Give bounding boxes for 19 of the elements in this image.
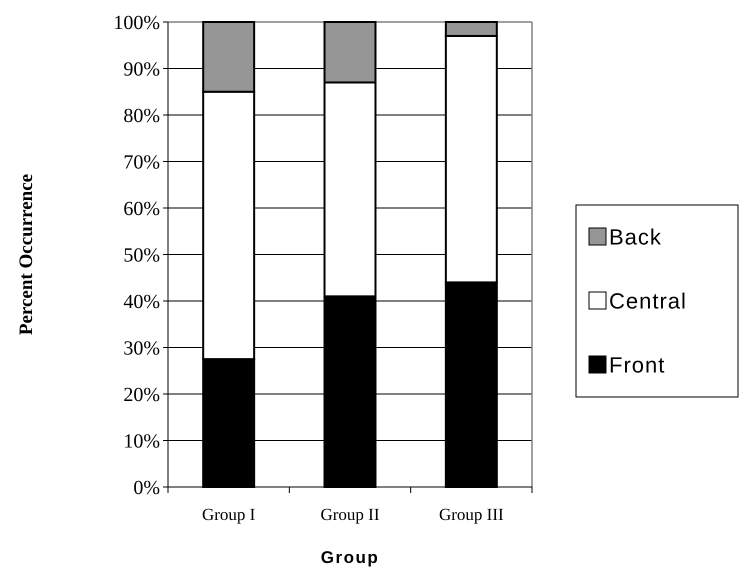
y-tick-label: 70% [123, 152, 160, 174]
y-tick-label: 30% [123, 338, 160, 360]
x-tick-label: Group I [202, 505, 256, 524]
y-tick-label: 20% [123, 384, 160, 406]
y-tick-label: 90% [123, 58, 160, 80]
y-tick-label: 80% [123, 105, 160, 127]
legend-label: Front [609, 352, 666, 378]
y-tick-label: 0% [133, 477, 160, 499]
y-tick-label: 10% [123, 430, 160, 452]
y-tick-label: 50% [123, 244, 160, 266]
y-tick-label: 100% [113, 12, 160, 34]
x-tick-label: Group III [438, 505, 504, 524]
y-tick-label: 60% [123, 198, 160, 220]
x-tick-label: Group II [320, 505, 380, 524]
y-tick-label: 40% [123, 291, 160, 313]
x-axis-title: Group [320, 548, 380, 567]
legend-label: Back [609, 224, 662, 250]
y-axis-title: Percent Occurrence [16, 174, 37, 336]
legend-label: Central [609, 288, 687, 314]
